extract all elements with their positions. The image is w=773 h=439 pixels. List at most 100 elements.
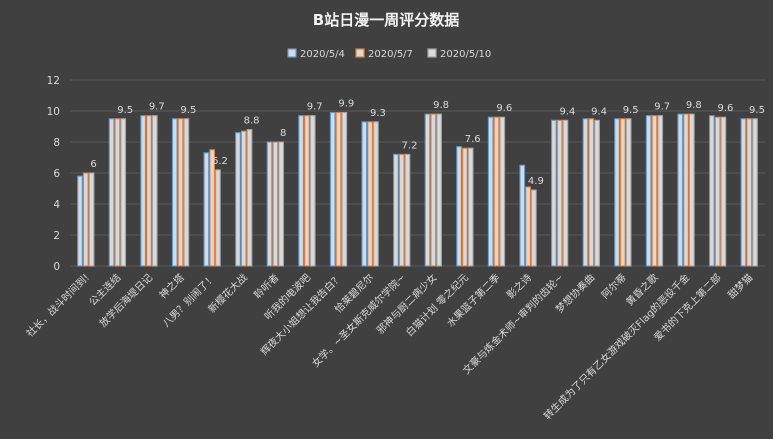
data-label: 9.5 [117,105,133,116]
bar-group [487,116,506,267]
bar [367,121,373,267]
bar [688,113,695,267]
bar [298,115,304,267]
bar [625,118,632,267]
data-label: 9.5 [749,105,765,116]
bar-group [108,118,127,267]
bar-group [740,118,758,267]
x-tick-label: 水果篮子第二季 [444,271,503,330]
bar [235,132,241,267]
bar [746,118,753,267]
data-label: 9.7 [654,102,670,113]
legend-item: 2020/5/10 [427,48,491,60]
data-label: 6.2 [212,156,228,167]
bar [309,115,316,267]
data-label: 9.3 [370,108,386,119]
bar-group [519,164,537,267]
data-label: 9.6 [717,103,733,114]
bar-group [266,141,284,267]
bar [114,118,121,267]
bar-group [645,115,664,267]
data-label: 7.2 [402,140,418,151]
bar [183,118,190,267]
bar [588,118,595,267]
bar [266,141,273,267]
bar [462,147,468,267]
bar [398,153,405,267]
bar [714,116,721,267]
bar-group [551,119,569,267]
data-label: 9.5 [180,105,196,116]
bar [88,172,95,267]
bar [361,121,368,267]
bar [677,113,684,267]
bar [77,175,83,267]
bar [424,113,431,267]
bar [209,149,216,267]
bar-group [677,113,695,267]
legend-label: 2020/5/4 [300,49,345,60]
bar [651,115,658,267]
bar-group [424,113,442,267]
bar [657,115,664,267]
bar [373,121,379,267]
bar [335,112,342,267]
x-tick-label: 神之塔 [156,271,186,301]
bar [151,115,158,267]
bar [487,116,494,267]
legend-swatch [427,48,437,58]
bar [594,119,600,267]
bar [177,118,184,267]
data-label: 9.8 [686,100,702,111]
legend: 2020/5/4 2020/5/7 2020/5/10 [287,48,491,60]
bar [278,141,284,267]
bar [82,172,89,267]
y-axis: 0 2 4 6 8 10 12 [47,75,61,273]
bar [562,119,569,267]
bars [77,112,758,267]
x-tick-label: 影之诗 [504,271,534,301]
x-tick-label: 阿尔蒂 [599,271,629,301]
bar-group [203,149,221,267]
data-labels: 6 9.5 9.7 9.5 6.2 8.8 8 9.7 9.9 9.3 7.2 9.8 7.6 9.6 4.… [90,99,765,188]
bar [456,146,462,267]
data-label: 9.5 [623,105,639,116]
bar [203,152,210,267]
bar [531,189,537,267]
x-tick-label: 社长，战斗时间到! [23,271,92,340]
data-label: 4.9 [528,176,544,187]
data-label: 8 [280,128,286,139]
bar-group [140,115,158,267]
data-label: 7.6 [465,134,481,145]
bar [614,118,620,267]
bar [720,116,727,267]
data-label: 9.7 [307,102,323,113]
bar [708,115,715,267]
bar-group [171,118,190,267]
bar-group [361,121,379,267]
y-tick-label: 6 [53,168,60,180]
legend-item: 2020/5/4 [287,48,345,60]
chart-title: B站日漫一周评分数据 [313,11,459,29]
bar-group [582,118,600,267]
bar [619,118,626,267]
x-tick-label: 八男？别闹了！ [160,271,219,330]
bar [404,153,411,267]
bar [525,186,531,267]
legend-label: 2020/5/7 [368,49,413,60]
bar-group [456,146,474,267]
y-tick-label: 8 [53,137,60,149]
x-tick-label: 转生成为了只有乙女游戏破灭Flag的恶役千金 [541,271,692,422]
x-tick-label: 放学后海堤日记 [96,271,155,330]
bar [582,118,589,267]
x-tick-label: 聆听者 [251,271,281,301]
y-tick-label: 10 [47,106,60,118]
bar-group [298,115,316,267]
x-tick-label: 甜梦猫 [725,271,755,301]
legend-swatch [355,48,365,58]
bar [146,115,152,267]
data-label: 9.7 [149,102,165,113]
data-label: 8.8 [244,116,260,127]
data-label: 6 [90,159,96,170]
